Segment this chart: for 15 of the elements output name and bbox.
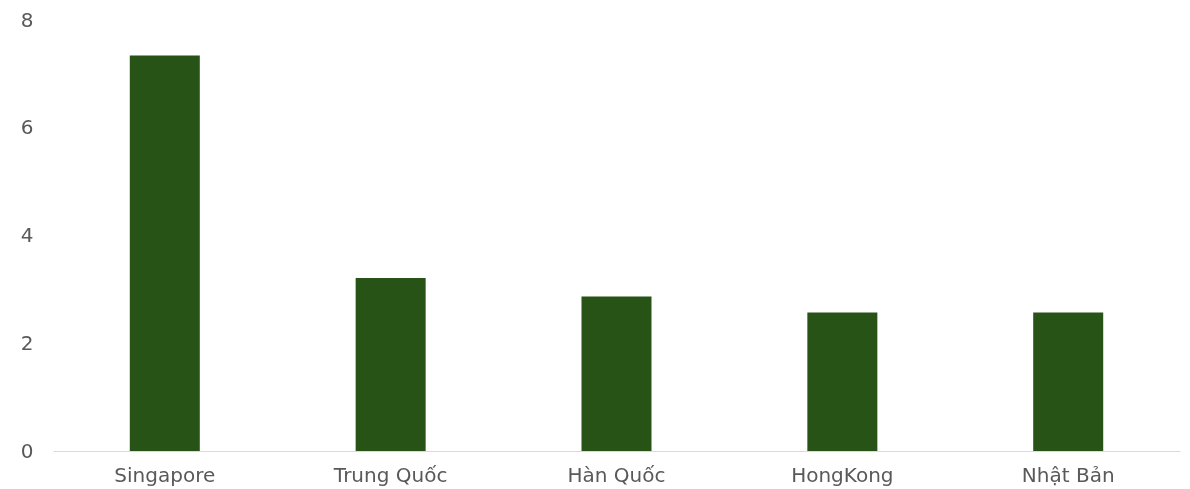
x-tick-label: Hàn Quốc bbox=[567, 462, 666, 487]
bar bbox=[807, 312, 878, 451]
bar bbox=[1033, 312, 1104, 451]
bar bbox=[581, 296, 652, 451]
bar bbox=[129, 55, 200, 451]
y-tick-label: 8 bbox=[20, 7, 34, 32]
x-tick-label: Trung Quốc bbox=[332, 462, 448, 487]
y-tick-label: 6 bbox=[20, 115, 34, 140]
y-tick-label: 0 bbox=[20, 438, 34, 463]
y-tick-label: 4 bbox=[20, 223, 34, 247]
x-tick-label: Nhật Bản bbox=[1021, 462, 1115, 487]
x-tick-label: HongKong bbox=[791, 462, 894, 487]
bar bbox=[355, 278, 426, 451]
y-tick-label: 2 bbox=[20, 330, 34, 355]
x-tick-label: Singapore bbox=[114, 462, 216, 487]
